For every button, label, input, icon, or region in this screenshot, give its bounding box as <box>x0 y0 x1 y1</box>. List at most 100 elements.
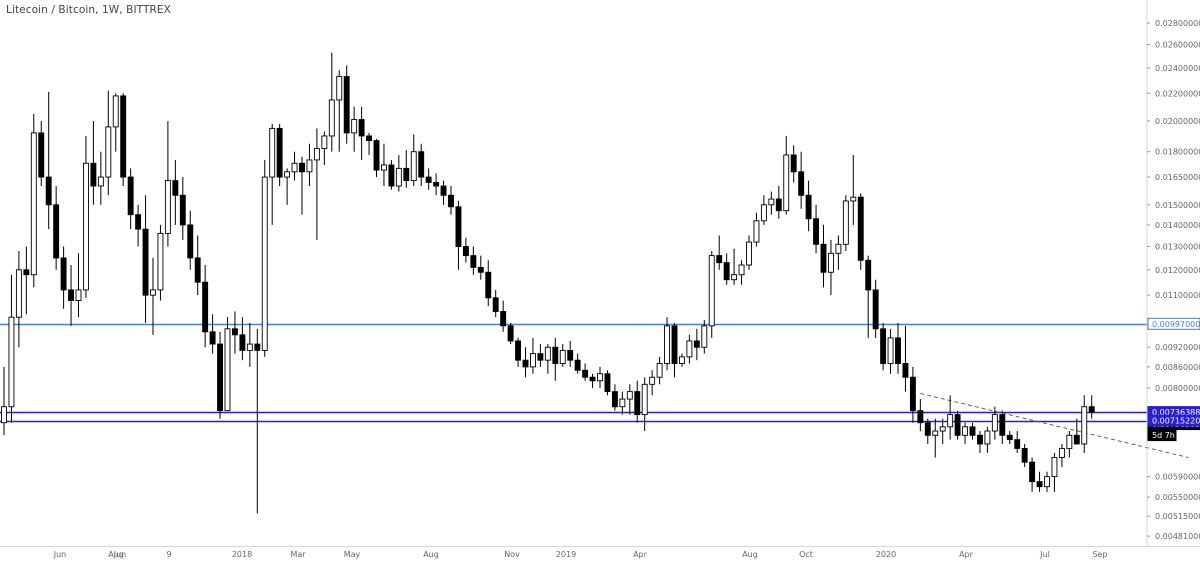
candle-body <box>671 325 678 364</box>
candle <box>664 317 670 371</box>
candle <box>1088 395 1095 419</box>
candle-body <box>679 356 685 364</box>
candle <box>522 347 529 378</box>
candle-body <box>112 95 119 128</box>
candle-body <box>1029 461 1036 483</box>
candle <box>254 328 261 514</box>
candle-body <box>321 135 328 149</box>
candle-body <box>880 328 887 364</box>
candle <box>969 422 976 440</box>
candle-body <box>120 95 127 178</box>
candle <box>455 200 462 270</box>
candle-body <box>723 262 730 281</box>
candle-body <box>358 119 365 137</box>
price-axis-label: 0.01300000 <box>1155 243 1200 252</box>
candle <box>246 322 253 367</box>
candle <box>351 106 358 152</box>
candle <box>202 265 209 348</box>
price-axis-label: 0.00800000 <box>1155 384 1200 393</box>
candle-body <box>589 376 596 382</box>
candle <box>641 377 648 432</box>
price-axis-label: 0.02600000 <box>1155 41 1200 50</box>
candle <box>775 186 782 219</box>
candle-body <box>202 281 209 333</box>
candle <box>999 410 1006 444</box>
time-axis-label: Jul <box>1039 550 1050 559</box>
candle-body <box>656 363 663 378</box>
candle-body <box>977 434 983 445</box>
candle-body <box>544 346 551 361</box>
time-axis-label: Aug <box>423 550 439 559</box>
candle-body <box>299 162 305 173</box>
candle-body <box>515 340 521 361</box>
dashed-trendline[interactable] <box>920 393 1189 458</box>
candle <box>194 235 201 296</box>
candle <box>373 139 380 178</box>
time-axis-label: 2018 <box>232 550 252 559</box>
candle-body <box>798 171 805 196</box>
candle <box>723 253 730 285</box>
candle-body <box>708 255 715 327</box>
candle-body <box>455 206 462 247</box>
candle-body <box>23 269 30 276</box>
candle-body <box>127 176 134 216</box>
candle <box>1021 443 1028 467</box>
candle-body <box>179 194 186 226</box>
candle-body <box>261 176 268 351</box>
candle <box>1058 443 1065 467</box>
candle-body <box>142 228 149 296</box>
candle <box>947 395 954 440</box>
candle-body <box>209 331 216 345</box>
candle-body <box>582 369 589 378</box>
candle <box>60 246 67 309</box>
candle-body <box>1 406 7 424</box>
candle <box>500 300 507 332</box>
time-axis-label: Oct <box>799 550 813 559</box>
candle <box>872 279 879 338</box>
candle <box>865 255 872 338</box>
candle-body <box>887 337 894 364</box>
candle-body <box>313 148 320 161</box>
candle <box>693 328 700 361</box>
price-tag[interactable]: 0.00997000 <box>1147 317 1200 330</box>
candle <box>120 93 127 187</box>
candle-body <box>567 349 574 361</box>
candle-body <box>604 373 611 393</box>
candle-body <box>150 289 156 296</box>
candle-body <box>90 162 97 187</box>
price-axis-label: 0.02000000 <box>1155 117 1200 126</box>
candle-body <box>477 266 484 273</box>
candle <box>231 311 238 354</box>
chart-title: Litecoin / Bitcoin, 1W, BITTREX <box>6 4 171 16</box>
candle <box>485 260 492 306</box>
price-axis-label: 0.00515000 <box>1155 512 1200 521</box>
price-tag[interactable]: 5d 7h <box>1147 429 1177 442</box>
time-axis-label: Apr <box>633 550 648 559</box>
time-axis-label: Apr <box>959 550 974 559</box>
candle-body <box>939 426 946 432</box>
candle <box>820 224 827 288</box>
candle <box>813 204 819 254</box>
candle <box>1066 431 1073 458</box>
candle <box>23 246 30 315</box>
candle-body <box>75 289 82 301</box>
candle <box>530 337 536 374</box>
candle-body <box>909 376 916 412</box>
price-tag-label: 0.00997000 <box>1152 320 1200 329</box>
price-tag-box <box>1147 317 1200 330</box>
time-axis-label: Mar <box>290 550 306 559</box>
candle <box>395 154 402 192</box>
candle <box>306 143 313 187</box>
price-tag[interactable]: 0.00715220 <box>1147 414 1200 427</box>
price-axis-label: 0.00920000 <box>1155 343 1200 352</box>
candle <box>991 406 998 440</box>
candle <box>224 317 231 412</box>
candle-body <box>135 214 142 230</box>
candle-body <box>507 325 514 342</box>
candle-body <box>224 328 231 412</box>
candle-body <box>753 220 760 243</box>
candle <box>708 251 715 338</box>
candle <box>343 65 350 144</box>
